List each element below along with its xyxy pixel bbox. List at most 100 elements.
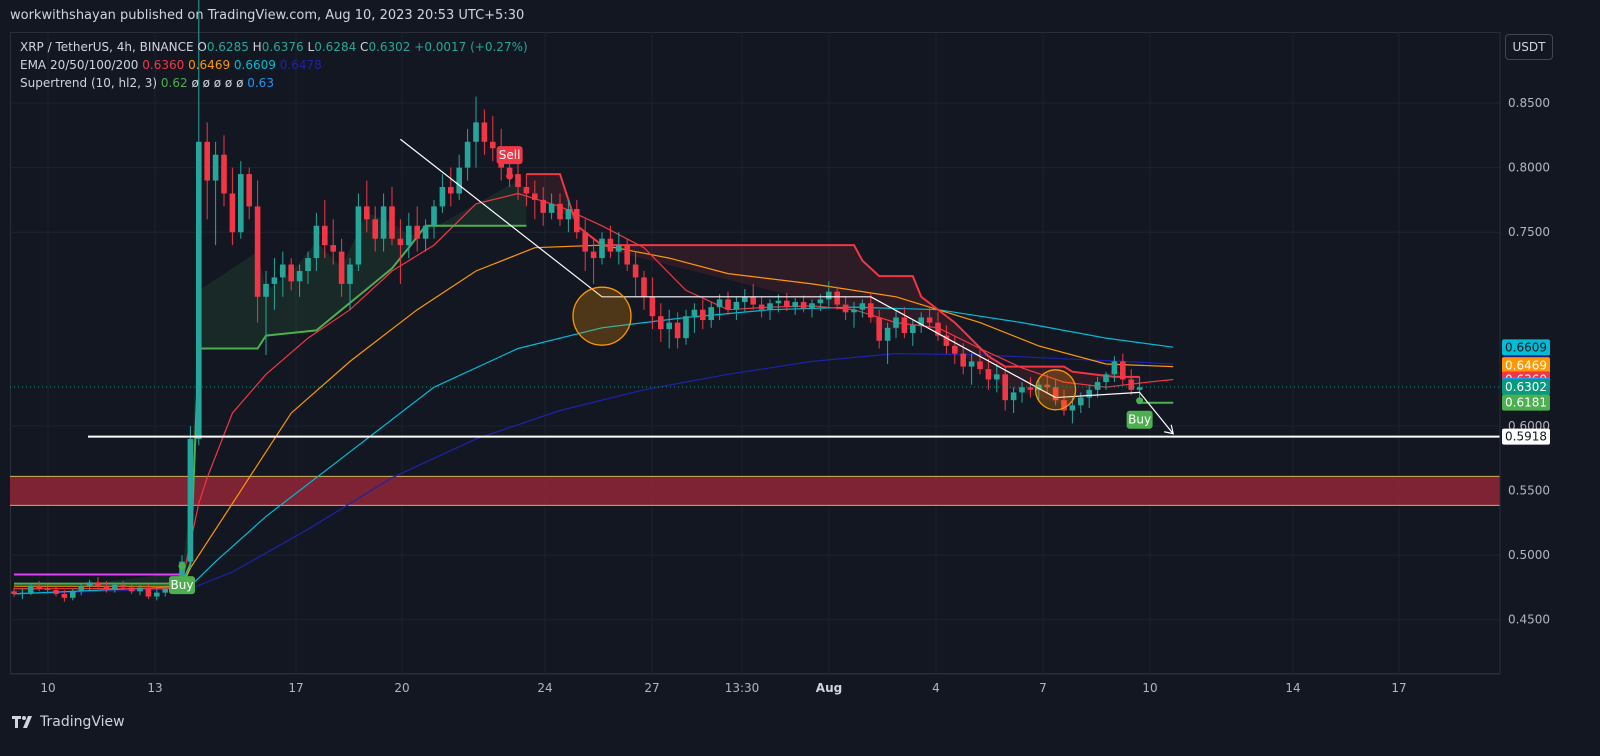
candle-body — [422, 225, 429, 239]
candle-body — [1010, 392, 1017, 401]
candle-body — [389, 206, 395, 239]
candle-body — [70, 591, 76, 598]
price-tick-label: 0.8500 — [1508, 96, 1550, 110]
candle-body — [1027, 387, 1034, 390]
candle-body — [649, 296, 656, 317]
candle-body — [960, 353, 966, 367]
candle-body — [490, 141, 496, 149]
candle-body — [868, 303, 874, 318]
ohlc-open: 0.6285 — [206, 40, 249, 54]
ema-lines — [13, 192, 1174, 595]
candle-body — [246, 174, 252, 207]
candle-body — [120, 584, 126, 588]
price-tick-label: 0.4500 — [1508, 613, 1550, 627]
ohlc-close: 0.6302 — [368, 40, 411, 54]
supertrend-up-value: 0.62 — [160, 76, 188, 90]
price-label-box — [1502, 378, 1550, 395]
candle-body — [456, 167, 462, 194]
tradingview-logo-icon — [12, 716, 32, 728]
highlight-circle — [572, 286, 632, 346]
candle-body — [691, 309, 698, 317]
time-tick-label: 10 — [40, 681, 55, 695]
candle-body — [750, 296, 756, 305]
arrow-head — [1164, 424, 1174, 435]
time-tick-label: 10 — [1142, 681, 1157, 695]
time-axis[interactable]: 10 13 17 20 24 27 13:30 Aug 4 7 10 14 17 — [10, 673, 1500, 695]
candle-body — [1120, 361, 1126, 380]
price-tick-label: 0.5500 — [1508, 484, 1550, 498]
buy-signal-box — [1126, 410, 1153, 429]
time-tick-label: 17 — [288, 681, 303, 695]
candle-body — [187, 438, 194, 562]
candle-body — [977, 361, 983, 370]
highlight-circle — [1034, 369, 1077, 411]
supertrend-empty-values: ø ø ø ø ø — [191, 76, 244, 90]
candle-body — [296, 270, 303, 282]
candle-body — [742, 296, 748, 302]
candle-body — [103, 586, 110, 589]
candle-body — [658, 316, 664, 330]
candle-body — [683, 316, 689, 339]
candle-body — [506, 167, 513, 175]
candle-body — [632, 264, 639, 278]
candle-body — [624, 245, 630, 265]
candle-body — [212, 154, 219, 181]
price-axis[interactable]: 0.85000.80000.75000.60000.55000.50000.45… — [1499, 32, 1550, 674]
candle-body — [607, 238, 614, 252]
time-tick-label: 7 — [1039, 681, 1047, 695]
candle-body — [523, 187, 530, 194]
candle-body — [641, 277, 647, 297]
ema100-line — [13, 306, 1174, 595]
candle-body — [792, 301, 798, 308]
candle-body — [112, 584, 118, 589]
ohlc-c-label: C — [360, 40, 369, 54]
time-tick-label: 4 — [932, 681, 940, 695]
candle-body — [372, 219, 378, 239]
candle-body — [154, 592, 160, 597]
candle-body — [884, 327, 891, 341]
candle-body — [86, 582, 93, 587]
price-tick-label: 0.5000 — [1508, 548, 1550, 562]
candle-body — [1086, 389, 1092, 398]
tradingview-logo: TradingView — [12, 714, 125, 730]
candle-body — [254, 206, 261, 297]
ema-label[interactable]: EMA 20/50/100/200 — [20, 58, 139, 72]
time-tick-label: 17 — [1391, 681, 1406, 695]
candle-body — [616, 245, 622, 252]
candle-body — [700, 309, 706, 321]
price-label-box — [1502, 339, 1550, 356]
candle-body — [910, 325, 916, 333]
buy-dot — [178, 562, 186, 570]
price-label-box — [1502, 357, 1550, 374]
symbol-name[interactable]: XRP / TetherUS, 4h, BINANCE — [20, 40, 194, 54]
candle-body — [1019, 387, 1025, 393]
candle-body — [826, 291, 832, 300]
sell-dot — [506, 172, 514, 180]
drawings[interactable] — [10, 138, 1500, 438]
candle-body — [800, 301, 807, 309]
legend-symbol-row: XRP / TetherUS, 4h, BINANCE O0.6285 H0.6… — [20, 38, 528, 56]
candle-body — [53, 590, 59, 594]
supertrend-label[interactable]: Supertrend (10, hl2, 3) — [20, 76, 158, 90]
candle-body — [674, 322, 681, 339]
candle-body — [95, 582, 101, 587]
candle-body — [985, 369, 992, 380]
price-label-text: 0.6302 — [1505, 380, 1547, 394]
candle-body — [1002, 374, 1008, 401]
candle-body — [305, 258, 311, 271]
candle-body — [557, 203, 563, 220]
currency-button[interactable]: USDT — [1505, 34, 1553, 60]
candle-body — [397, 238, 404, 246]
time-tick-label: 13 — [147, 681, 162, 695]
ema20-value: 0.6360 — [142, 58, 185, 72]
candle-body — [44, 588, 51, 591]
candle-body — [1044, 384, 1050, 388]
candle-body — [280, 264, 286, 278]
candle-body — [36, 586, 42, 589]
candle-body — [196, 141, 202, 439]
ohlc-high: 0.6376 — [261, 40, 304, 54]
candle-body — [599, 238, 605, 259]
candle-body — [859, 303, 866, 310]
supertrend-up-line — [14, 224, 527, 585]
